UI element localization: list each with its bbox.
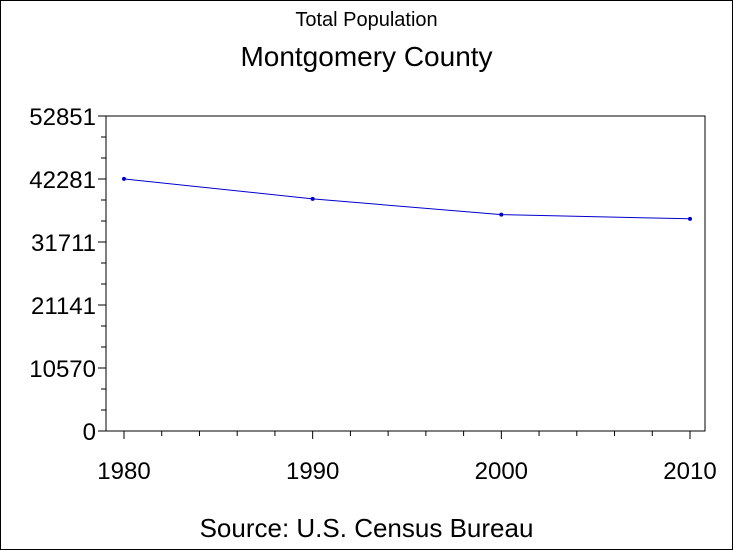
y-tick-label: 0 <box>83 419 96 446</box>
data-point <box>688 216 692 221</box>
x-tick-label: 1990 <box>286 458 339 485</box>
plot-area <box>105 115 706 432</box>
y-tick-label: 10570 <box>29 356 96 383</box>
series-line <box>123 178 691 220</box>
chart-title: Montgomery County <box>240 41 493 72</box>
y-tick-label: 42281 <box>29 167 96 194</box>
x-tick-label: 1980 <box>97 458 150 485</box>
chart-subtitle: Total Population <box>295 9 438 31</box>
x-tick-label: 2000 <box>475 458 528 485</box>
data-point <box>122 176 126 181</box>
y-tick-label: 52851 <box>29 104 96 131</box>
y-tick-label: 31711 <box>31 230 96 257</box>
y-tick-label: 21141 <box>31 293 96 320</box>
x-tick-label: 2010 <box>663 458 716 485</box>
chart-source-note: Source: U.S. Census Bureau <box>199 513 534 543</box>
data-point <box>310 196 315 201</box>
data-point <box>499 212 504 217</box>
